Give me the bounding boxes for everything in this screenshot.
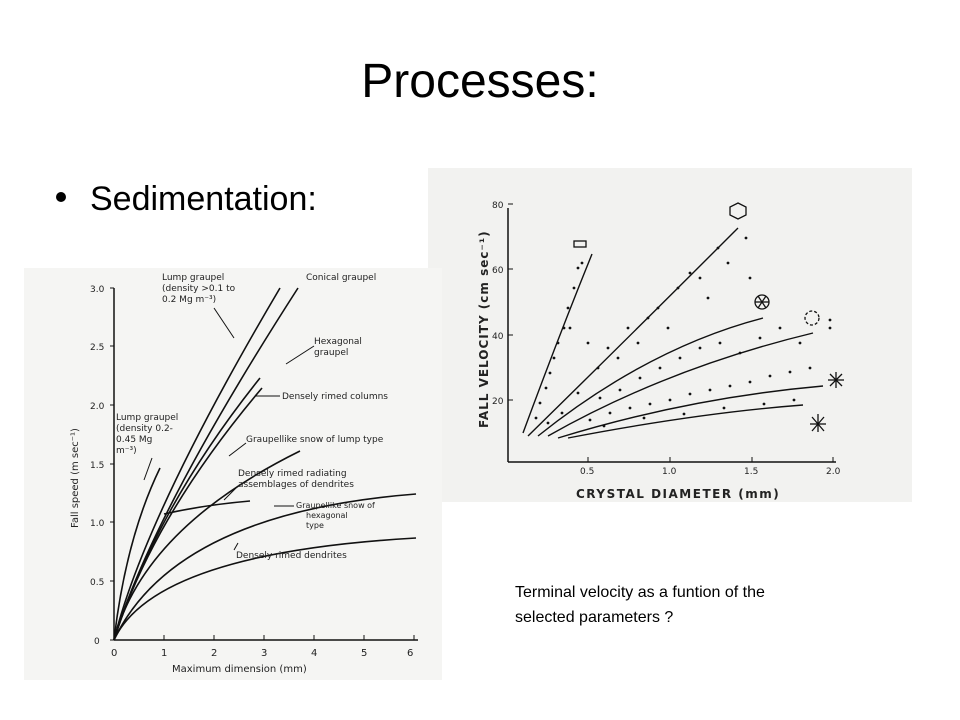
- y-tick-label: 0.5: [90, 578, 104, 588]
- label-graupellike-snow-hexagonal-3: type: [306, 521, 324, 530]
- fit-curves: [522, 227, 824, 439]
- fit-curve-dendrite: [557, 385, 824, 439]
- dendrite-star-icon: [828, 372, 844, 388]
- x-tick-marks: [587, 457, 834, 462]
- y-tick-label: 1.0: [90, 519, 105, 529]
- x-tick-marks: [163, 635, 415, 640]
- y-tick-label: 1.5: [90, 461, 104, 471]
- y-tick-label: 0: [94, 637, 100, 647]
- y-tick-label: 2.0: [90, 402, 105, 412]
- curve-conical-graupel: [113, 287, 299, 641]
- curve-radiating-dendrites: [163, 500, 251, 515]
- x-tick-label: 2: [211, 648, 217, 659]
- y-tick-label: 80: [492, 201, 504, 211]
- fall-velocity-svg: 20 40 60 80 0.5 1.0 1.5 2.0 CRYSTAL DIAM…: [477, 201, 844, 501]
- y-tick-label: 60: [492, 266, 504, 276]
- y-axis-label: Fall speed (m sec⁻¹): [70, 428, 81, 528]
- label-hexagonal-graupel-2: graupel: [314, 348, 348, 358]
- hexagon-plate-icon: [729, 202, 747, 220]
- fall-velocity-figure: 20 40 60 80 0.5 1.0 1.5 2.0 CRYSTAL DIAM…: [428, 168, 912, 502]
- label-radiating-dendrites: Densely rimed radiating: [238, 469, 347, 479]
- curve-densely-rimed-dendrites: [113, 537, 417, 641]
- label-lump-graupel-high-density: (density >0.1 to: [162, 284, 236, 294]
- x-tick-label: 4: [311, 648, 317, 659]
- y-tick-label: 3.0: [90, 285, 105, 295]
- caption-line: Terminal velocity as a funtion of the: [515, 584, 765, 601]
- y-tick-label: 40: [492, 332, 504, 342]
- label-lump-graupel-low: Lump graupel: [116, 413, 178, 423]
- x-axis-label: CRYSTAL DIAMETER (mm): [576, 487, 780, 501]
- fall-speed-curves: [113, 287, 417, 641]
- label-hexagonal-graupel: Hexagonal: [314, 337, 362, 347]
- bullet-dot-icon: [56, 192, 66, 203]
- label-lump-graupel-low-unit: 0.45 Mg: [116, 435, 152, 445]
- fit-curve-plate: [527, 227, 739, 437]
- label-radiating-dendrites-2: assemblages of dendrites: [238, 480, 354, 490]
- x-tick-label: 0: [111, 648, 117, 659]
- fall-speed-svg: 0 0.5 1.0 1.5 2.0 2.5 3.0 0 1 2 3 4 5 6 …: [70, 273, 418, 675]
- label-lump-graupel-low-unit-2: m⁻³): [116, 446, 137, 456]
- label-lump-graupel-high: Lump graupel: [162, 273, 224, 283]
- curve-lump-graupel-low: [113, 467, 161, 641]
- label-lump-graupel-low-density: (density 0.2-: [116, 424, 173, 434]
- bullet-text: Sedimentation:: [90, 180, 317, 218]
- x-tick-label: 1.5: [744, 467, 758, 477]
- x-tick-label: 3: [261, 648, 267, 659]
- label-densely-rimed-columns: Densely rimed columns: [282, 392, 388, 402]
- fit-curve-spatial: [567, 404, 804, 439]
- label-graupellike-snow-lump: Graupellike snow of lump type: [246, 435, 384, 445]
- x-tick-label: 1: [161, 648, 167, 659]
- label-densely-rimed-dendrites: Densely rimed dendrites: [236, 551, 347, 561]
- spatial-dendrite-icon: [810, 414, 826, 432]
- x-tick-label: 1.0: [662, 467, 677, 477]
- fit-curve-stellar: [547, 332, 814, 437]
- y-tick-label: 2.5: [90, 343, 104, 353]
- x-axis-label: Maximum dimension (mm): [172, 664, 307, 675]
- curve-snow-hexagonal: [113, 493, 417, 641]
- y-tick-marks: [110, 287, 114, 641]
- bullet-item: Sedimentation:: [56, 182, 317, 216]
- x-tick-label: 2.0: [826, 467, 841, 477]
- y-tick-label: 20: [492, 397, 504, 407]
- caption-line: selected parameters ?: [515, 609, 674, 626]
- label-leaders: [143, 307, 315, 551]
- y-axis-label: FALL VELOCITY (cm sec⁻¹): [477, 230, 491, 428]
- label-lump-graupel-high-unit: 0.2 Mg m⁻³): [162, 295, 216, 305]
- curve-snow-lump-type: [113, 450, 301, 641]
- sector-plate-icon: [754, 294, 770, 310]
- fit-curve-needle: [522, 253, 593, 434]
- needle-crystal-icon: [573, 240, 587, 248]
- label-graupellike-snow-hexagonal: Graupellike snow of: [296, 501, 375, 510]
- x-tick-label: 5: [361, 648, 367, 659]
- x-tick-label: 0.5: [580, 467, 594, 477]
- slide-title: Processes:: [361, 55, 599, 108]
- figure-caption: Terminal velocity as a funtion of the se…: [515, 580, 895, 630]
- fall-speed-figure: 0 0.5 1.0 1.5 2.0 2.5 3.0 0 1 2 3 4 5 6 …: [24, 268, 442, 680]
- label-conical-graupel: Conical graupel: [306, 273, 376, 283]
- scatter-points: [534, 236, 832, 428]
- stellar-crystal-icon: [804, 310, 820, 326]
- y-tick-marks: [508, 203, 513, 401]
- label-graupellike-snow-hexagonal-2: hexagonal: [306, 511, 348, 520]
- curve-lump-graupel-high: [113, 287, 281, 641]
- crystal-symbols: [573, 202, 844, 432]
- fit-curve-sector: [537, 317, 764, 437]
- x-tick-label: 6: [407, 648, 413, 659]
